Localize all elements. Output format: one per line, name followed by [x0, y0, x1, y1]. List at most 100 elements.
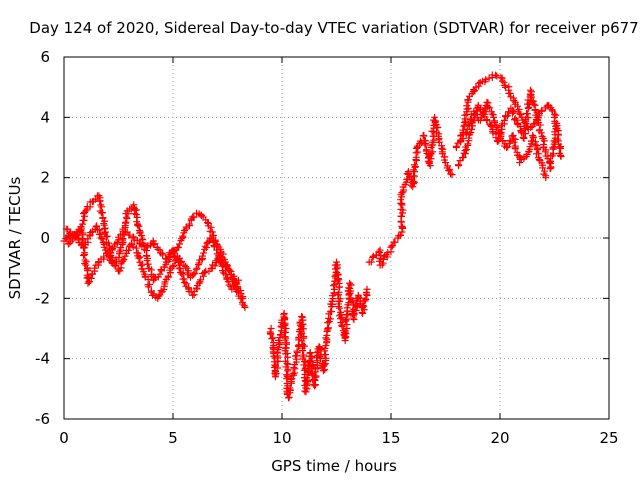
trail-marker [459, 153, 467, 161]
trail-marker [272, 362, 280, 370]
trail-marker [181, 279, 189, 287]
trail-marker [335, 304, 343, 312]
trail-marker [81, 259, 89, 267]
trail-marker [465, 121, 473, 129]
trail-marker [69, 236, 77, 244]
trail-marker [185, 220, 193, 228]
trail-marker [402, 178, 410, 186]
trail-marker [454, 161, 462, 169]
trail-marker [281, 321, 289, 329]
trail-marker [434, 123, 442, 131]
trail-marker [137, 232, 145, 240]
trail-marker [376, 248, 384, 256]
trail-marker [303, 374, 311, 382]
trail-marker [397, 231, 405, 239]
trail-marker [452, 142, 460, 150]
x-tick-label: 20 [490, 429, 509, 447]
data-point [84, 279, 92, 287]
data-point [241, 303, 249, 311]
trail-marker [286, 384, 294, 392]
trail-marker [397, 212, 405, 220]
data-point [91, 264, 99, 272]
trail-marker [504, 143, 512, 151]
trail-marker [268, 335, 276, 343]
trail-marker [510, 97, 518, 105]
trail-marker [284, 353, 292, 361]
trail-marker [144, 283, 152, 291]
data-point [234, 276, 242, 284]
trail-marker [119, 235, 127, 243]
trail-marker [285, 393, 293, 401]
trail-marker [506, 89, 514, 97]
y-tick-label: -4 [35, 350, 50, 368]
data-point [239, 294, 247, 302]
trail-marker [175, 243, 183, 251]
data-point [509, 131, 517, 139]
trail-marker [471, 87, 479, 95]
trail-marker [438, 144, 446, 152]
trail-marker [459, 134, 467, 142]
data-point [492, 71, 500, 79]
trail-marker [379, 255, 387, 263]
trail-marker [298, 337, 306, 345]
trail-marker [170, 262, 178, 270]
trail-marker [98, 203, 106, 211]
axis-ticks: 0 5 10 15 20 25 -6 -4 -2 0 2 4 6 [35, 48, 619, 447]
trail-marker [446, 166, 454, 174]
trail-marker [100, 253, 108, 261]
trail-marker [282, 324, 290, 332]
trail-marker [201, 269, 209, 277]
y-tick-label: -2 [35, 289, 50, 307]
trail-marker [511, 145, 519, 153]
trail-marker [338, 322, 346, 330]
x-tick-label: 10 [272, 429, 291, 447]
y-tick-label: 0 [40, 229, 50, 247]
trail-marker [541, 167, 549, 175]
trail-marker [486, 104, 494, 112]
y-tick-label: 6 [40, 48, 50, 66]
trail-marker [362, 295, 370, 303]
data-point [200, 249, 208, 257]
trail-marker [538, 106, 546, 114]
trail-marker [179, 269, 187, 277]
trail-marker [513, 116, 521, 124]
trail-marker [207, 223, 215, 231]
trail-marker [271, 369, 279, 377]
data-point [503, 144, 511, 151]
trail-marker [290, 364, 298, 372]
trail-marker [84, 273, 92, 281]
trail-marker [420, 132, 428, 140]
trail-marker [330, 282, 338, 290]
trail-marker [428, 141, 436, 149]
series-track-midday [266, 258, 371, 402]
trail-marker [124, 210, 132, 218]
trail-marker [66, 229, 74, 237]
trail-marker [508, 109, 516, 117]
data-point [487, 122, 495, 130]
data-point [176, 240, 184, 248]
trail-marker [129, 233, 137, 241]
trail-marker [551, 128, 559, 136]
trail-marker [387, 243, 395, 251]
data-point [221, 270, 229, 278]
trail-marker [269, 334, 277, 342]
trail-marker [410, 161, 418, 169]
trail-marker [182, 262, 190, 270]
y-tick-label: -6 [35, 410, 50, 428]
data-point [500, 116, 508, 124]
trail-marker [287, 375, 295, 383]
trail-marker [159, 251, 167, 259]
trail-marker [324, 319, 332, 327]
trail-marker [179, 232, 187, 240]
trail-marker [313, 349, 321, 357]
trail-marker [181, 227, 189, 235]
trail-marker [346, 289, 354, 297]
trail-marker [483, 117, 491, 125]
data-point [195, 279, 203, 287]
x-tick-label: 15 [381, 429, 400, 447]
data-point [189, 291, 197, 299]
trail-marker [304, 378, 312, 386]
x-tick-label: 0 [59, 429, 69, 447]
data-point [542, 174, 550, 182]
